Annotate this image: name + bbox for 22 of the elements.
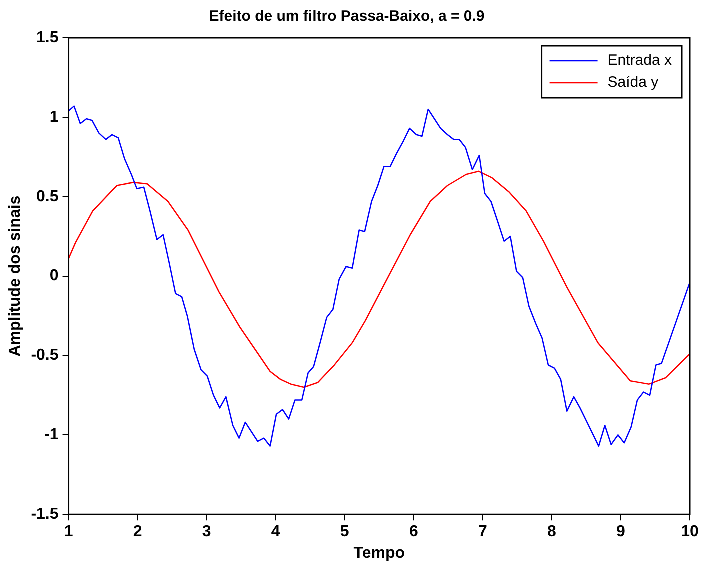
x-tick-label: 10 (681, 524, 699, 541)
x-tick-label: 2 (133, 524, 142, 541)
y-tick-label: -1.5 (31, 506, 59, 524)
x-tick-label: 1 (64, 524, 74, 541)
legend-label: Saída y (608, 74, 660, 92)
x-tick-label: 4 (271, 524, 280, 541)
x-tick-label: 8 (547, 524, 556, 541)
legend-label: Entrada x (608, 52, 672, 70)
y-axis-title: Amplitude dos sinais (7, 196, 24, 357)
y-tick-label: -0.5 (31, 347, 59, 364)
chart-title: Efeito de um filtro Passa-Baixo, a = 0.9 (209, 8, 485, 26)
x-tick-label: 7 (478, 524, 488, 541)
x-tick-label: 6 (409, 524, 418, 541)
y-tick-label: 1.5 (36, 29, 59, 46)
y-tick-label: 0.5 (36, 188, 59, 206)
x-tick-label: 9 (616, 524, 626, 541)
y-tick-label: -1 (44, 426, 59, 444)
x-axis-title: Tempo (354, 544, 406, 562)
x-tick-label: 5 (340, 524, 350, 541)
y-tick-label: 0 (50, 268, 59, 285)
x-tick-label: 3 (202, 524, 212, 541)
y-tick-label: 1 (50, 108, 59, 126)
